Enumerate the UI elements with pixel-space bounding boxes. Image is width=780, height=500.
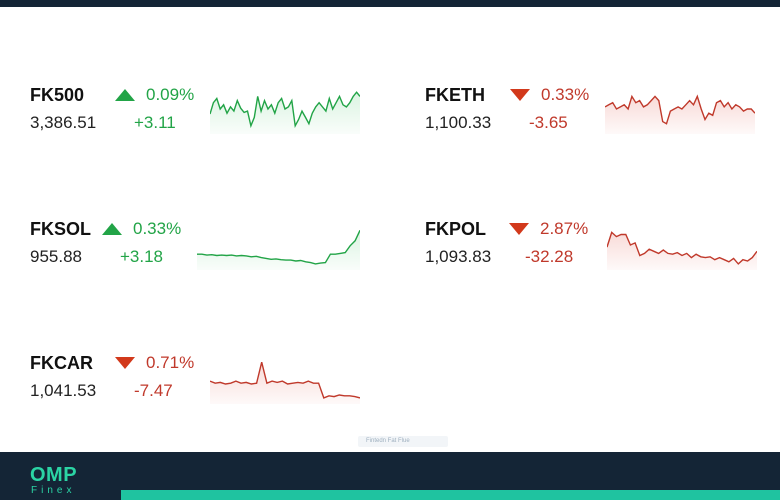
ticker-symbol: FK500 <box>30 85 85 105</box>
sparkline-chart <box>197 230 360 270</box>
ticker-price: 955.88 <box>30 247 82 266</box>
ticker-symbol: FKETH <box>425 85 485 105</box>
ticker-fkpol[interactable]: FKPOL 2.87% 1,093.83 -32.28 <box>425 219 765 279</box>
down-arrow-icon <box>115 357 135 369</box>
sparkline-area <box>607 232 757 270</box>
sparkline-line <box>607 231 757 265</box>
sparkline-area <box>197 230 360 270</box>
sparkline-chart <box>605 94 755 134</box>
sparkline-area <box>210 92 360 134</box>
ticker-price: 1,041.53 <box>30 381 97 400</box>
price-change: +3.11 <box>134 113 176 132</box>
ticker-fketh[interactable]: FKETH 0.33% 1,100.33 -3.65 <box>425 85 765 145</box>
footer-bar: OMP Finex <box>0 452 780 500</box>
up-arrow-icon <box>115 89 135 101</box>
sparkline-chart <box>210 362 360 404</box>
sparkline-chart <box>210 91 360 134</box>
ticker-price: 1,100.33 <box>425 113 492 132</box>
percent-change: 0.33% <box>541 85 590 104</box>
ticker-price: 1,093.83 <box>425 247 492 266</box>
ticker-price: 3,386.51 <box>30 113 97 132</box>
up-arrow-icon <box>102 223 122 235</box>
brand-logo-sub: Finex <box>31 485 76 496</box>
top-bar <box>0 0 780 7</box>
ticker-fksol[interactable]: FKSOL 0.33% 955.88 +3.18 <box>30 219 370 279</box>
ticker-symbol: FKPOL <box>425 219 486 239</box>
sparkline-chart <box>607 231 757 270</box>
price-change: +3.18 <box>120 247 164 266</box>
ticker-fkcar[interactable]: FKCAR 0.71% 1,041.53 -7.47 <box>30 353 370 413</box>
percent-change: 0.71% <box>146 353 195 372</box>
ticker-fk500[interactable]: FK500 0.09% 3,386.51 +3.11 <box>30 85 370 145</box>
sparkline-line <box>210 362 360 399</box>
sparkline-line <box>605 94 755 125</box>
percent-change: 0.09% <box>146 85 195 104</box>
ticker-symbol: FKSOL <box>30 219 91 239</box>
percent-change: 0.33% <box>133 219 182 238</box>
percent-change: 2.87% <box>540 219 589 238</box>
ticker-symbol: FKCAR <box>30 353 93 373</box>
sparkline-area <box>605 96 755 134</box>
price-change: -7.47 <box>134 381 173 400</box>
price-change: -32.28 <box>525 247 574 266</box>
down-arrow-icon <box>509 223 529 235</box>
brand-logo: OMP <box>30 464 78 486</box>
attribution-link[interactable]: Fintedn Fat Flue <box>358 436 448 447</box>
footer-accent-stripe <box>121 490 780 500</box>
price-change: -3.65 <box>529 113 568 132</box>
sparkline-line <box>197 230 360 265</box>
down-arrow-icon <box>510 89 530 101</box>
sparkline-line <box>210 91 360 129</box>
